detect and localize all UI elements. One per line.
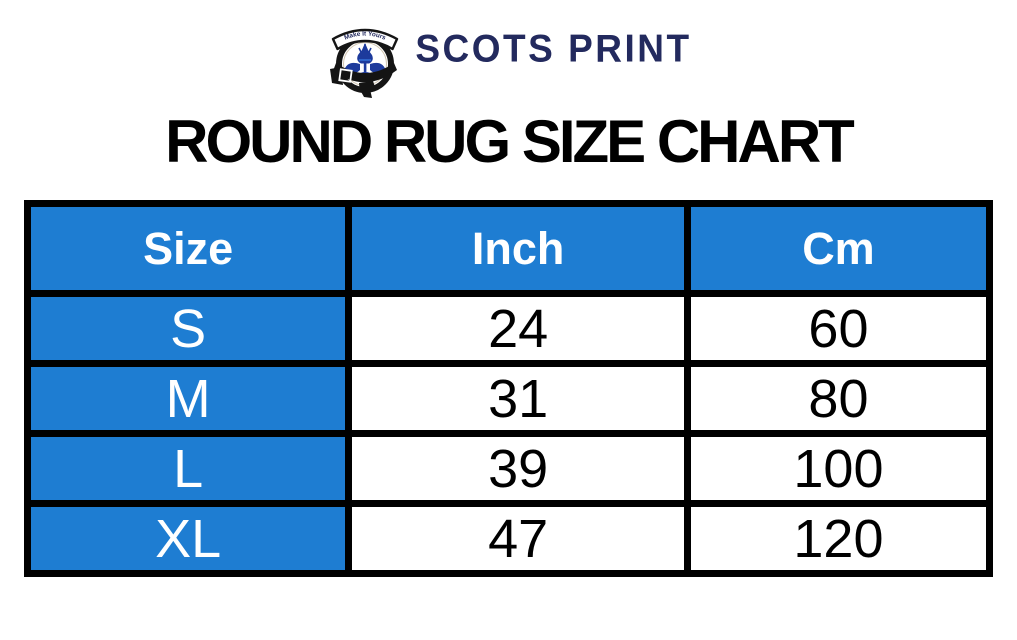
- inch-cell: 31: [345, 360, 691, 437]
- inch-cell: 39: [345, 430, 691, 507]
- crest-belt: [330, 63, 398, 98]
- crest-belt-buckle: [338, 68, 354, 83]
- crest-banner-text: Make It Yours: [344, 30, 388, 41]
- size-cell: S: [23, 290, 353, 367]
- cm-cell: 120: [683, 500, 994, 577]
- brand-name: SCOTS PRINT: [415, 27, 692, 70]
- table-row: S 24 60: [23, 290, 994, 367]
- svg-text:Make It Yours: Make It Yours: [344, 30, 388, 41]
- thistle-icon: [344, 43, 387, 80]
- cm-cell: 100: [683, 430, 994, 507]
- cm-cell: 80: [683, 360, 994, 437]
- table-row: XL 47 120: [23, 500, 994, 577]
- inch-cell: 24: [345, 290, 691, 367]
- page-title: ROUND RUG SIZE CHART: [165, 108, 855, 175]
- crest-banner: Make It Yours: [332, 28, 399, 51]
- crest-belt-tail: [359, 81, 377, 98]
- table-row: M 31 80: [23, 360, 994, 437]
- size-cell: XL: [23, 500, 353, 577]
- size-chart-table: Size Inch Cm S 24 60 M 31 80 L 39 100 XL…: [23, 200, 994, 577]
- column-header-size: Size: [23, 200, 353, 297]
- brand-header: Make It Yours SCOTS PRINT: [0, 0, 1017, 100]
- header-row: Size Inch Cm: [23, 200, 994, 297]
- size-cell: L: [23, 430, 353, 507]
- table-row: L 39 100: [23, 430, 994, 507]
- cm-cell: 60: [683, 290, 994, 367]
- size-cell: M: [23, 360, 353, 437]
- column-header-inch: Inch: [345, 200, 691, 297]
- inch-cell: 47: [345, 500, 691, 577]
- thistle-clan-crest-icon: Make It Yours: [330, 28, 399, 98]
- column-header-cm: Cm: [683, 200, 994, 297]
